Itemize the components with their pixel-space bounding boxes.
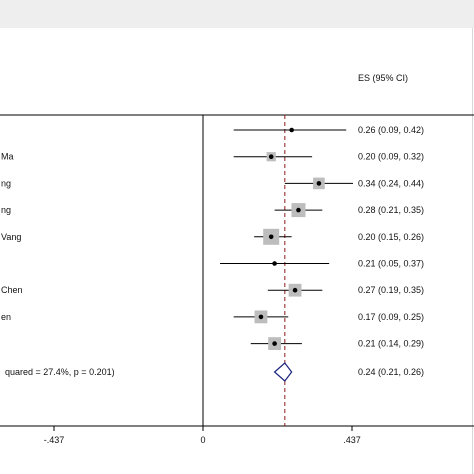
x-tick-label: -.437 (44, 435, 65, 445)
overall-diamond (273, 362, 293, 382)
study-label: en (1, 312, 11, 322)
point-estimate (272, 261, 277, 266)
ci-text: 0.21 (0.14, 0.29) (358, 339, 424, 349)
ci-text: 0.20 (0.09, 0.32) (358, 152, 424, 162)
overall-ci-text: 0.24 (0.21, 0.26) (358, 367, 424, 377)
x-tick-label: .437 (343, 435, 361, 445)
ci-text: 0.28 (0.21, 0.35) (358, 205, 424, 215)
study-label: Chen (1, 285, 23, 295)
column-header: ES (95% CI) (358, 73, 408, 83)
point-estimate (268, 154, 274, 159)
x-tick-label: 0 (200, 435, 205, 445)
study-label: ng (1, 178, 11, 188)
ci-text: 0.27 (0.19, 0.35) (358, 285, 424, 295)
point-estimate (258, 314, 264, 320)
point-estimate (292, 287, 298, 293)
study-label: Ma (1, 152, 14, 162)
point-estimate (289, 127, 294, 133)
overall-label: quared = 27.4%, p = 0.201) (5, 367, 115, 377)
study-label: Vang (1, 232, 21, 242)
ci-text: 0.17 (0.09, 0.25) (358, 312, 424, 322)
point-estimate (272, 341, 277, 346)
ci-text: 0.26 (0.09, 0.42) (358, 125, 424, 135)
plot-frame (0, 28, 473, 474)
point-estimate (296, 207, 301, 213)
header-band (0, 0, 474, 28)
ci-text: 0.34 (0.24, 0.44) (358, 178, 424, 188)
point-estimate (268, 234, 274, 240)
ci-text: 0.21 (0.05, 0.37) (358, 259, 424, 269)
point-estimate (316, 181, 322, 186)
ci-text: 0.20 (0.15, 0.26) (358, 232, 424, 242)
study-label: ng (1, 205, 11, 215)
